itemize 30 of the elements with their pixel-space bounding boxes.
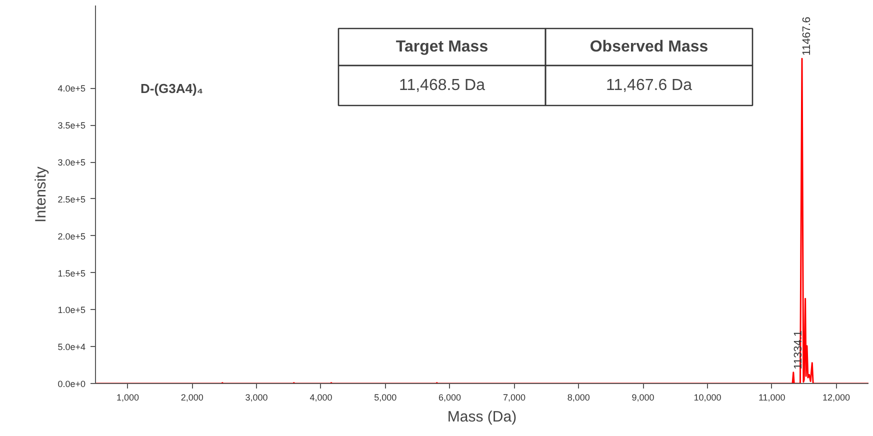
annotation: 11,468.5 Da	[399, 77, 486, 94]
x-tick-label: 8,000	[567, 392, 590, 402]
annotation: 11467.6	[800, 16, 813, 56]
annotation: Target Mass	[396, 38, 488, 56]
x-tick-label: 12,000	[822, 392, 850, 402]
x-tick-label: 7,000	[502, 392, 526, 402]
annotation: 11,467.6 Da	[606, 77, 692, 94]
x-tick-label: 1,000	[116, 392, 139, 402]
y-tick-label: 3.0e+5	[58, 158, 86, 168]
x-tick-label: 4,000	[310, 392, 332, 402]
x-tick-label: 2,000	[180, 392, 204, 402]
y-tick-label: 1.5e+5	[58, 268, 86, 278]
annotation: Observed Mass	[590, 38, 708, 56]
y-tick-label: 3.5e+5	[58, 120, 86, 131]
y-tick-label: 2.5e+5	[58, 194, 86, 204]
x-tick-label: 9,000	[632, 392, 654, 402]
annotation: 11334.1	[792, 330, 804, 370]
x-tick-label: 6,000	[438, 392, 462, 402]
x-tick-label: 11,000	[758, 392, 786, 402]
x-tick-label: 10,000	[694, 392, 722, 402]
y-axis-title: Intensity	[32, 166, 50, 222]
y-tick-label: 2.0e+5	[58, 231, 86, 242]
x-tick-label: 3,000	[245, 392, 268, 402]
x-axis-title: Mass (Da)	[447, 408, 517, 426]
y-tick-label: 1.0e+5	[58, 305, 86, 316]
x-tick-label: 5,000	[374, 392, 397, 402]
y-tick-label: 4.0e+5	[58, 84, 86, 94]
y-tick-label: 0.0e+0	[58, 379, 86, 389]
annotation: D-(G3A4)₄	[140, 81, 204, 96]
y-tick-label: 5.0e+4	[58, 342, 86, 352]
